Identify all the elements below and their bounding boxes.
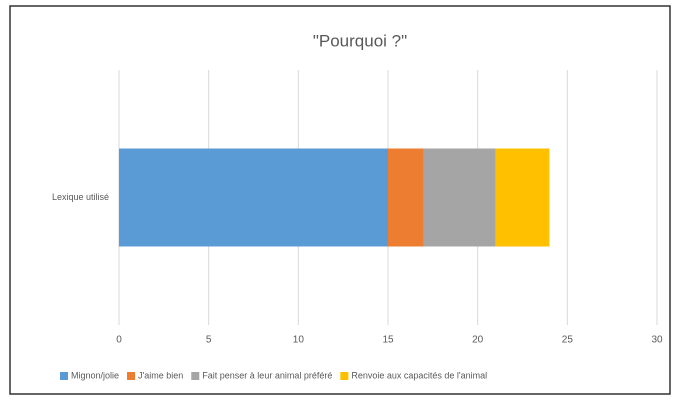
x-tick-label: 30 (651, 335, 663, 346)
legend-swatch (340, 372, 349, 380)
chart-title: "Pourquoi ?" (313, 31, 407, 50)
x-tick-label: 25 (562, 335, 574, 346)
bar-segment (119, 148, 388, 247)
x-tick-label: 5 (206, 335, 212, 346)
legend-label: Mignon/jolie (71, 370, 119, 380)
x-tick-label: 0 (116, 335, 122, 346)
legend-swatch (127, 372, 136, 380)
bar-segment (423, 148, 496, 247)
bar-segment (495, 148, 550, 247)
legend-label: Renvoie aux capacités de l'animal (351, 370, 487, 380)
x-tick-label: 20 (472, 335, 484, 346)
legend-swatch (60, 372, 68, 380)
x-tick-label: 10 (293, 335, 305, 346)
y-tick-label: Lexique utilisé (52, 192, 109, 202)
x-tick-label: 15 (382, 335, 394, 346)
legend-label: Fait penser à leur animal préféré (202, 370, 332, 380)
legend-label: J'aime bien (138, 370, 183, 380)
legend-swatch (191, 372, 200, 380)
bar-segment (388, 148, 424, 247)
